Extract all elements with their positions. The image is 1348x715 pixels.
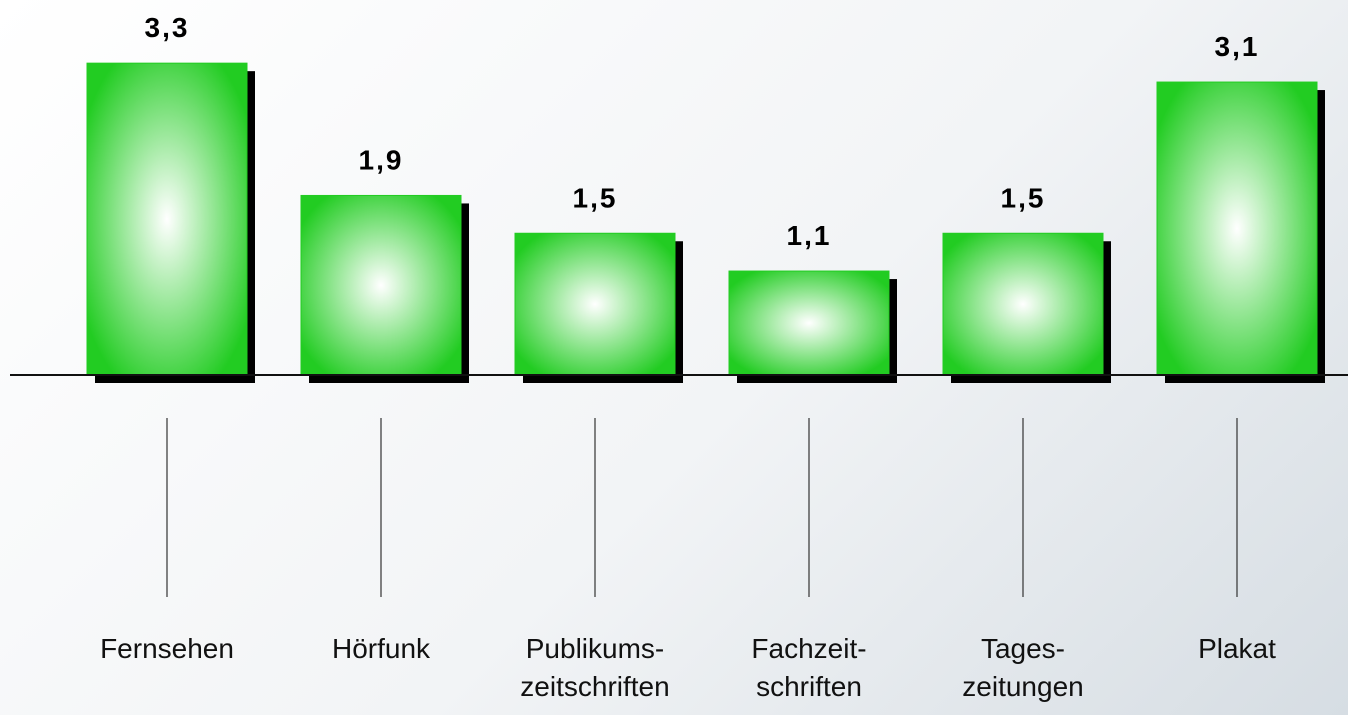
x-tick-label: Fernsehen [100, 633, 234, 664]
x-tick-label: Publikums- zeitschriften [520, 633, 670, 702]
bar [942, 232, 1104, 376]
value-label: 1,5 [573, 182, 618, 213]
bar [514, 232, 676, 376]
x-tick-label: Fachzeit- schriften [751, 633, 867, 702]
value-label: 3,1 [1215, 31, 1260, 62]
x-tick-label: Tages- zeitungen [962, 633, 1084, 702]
x-tick-label: Hörfunk [331, 633, 431, 664]
bar [86, 62, 248, 376]
x-tick-label: Plakat [1198, 633, 1276, 664]
value-label: 3,3 [145, 12, 190, 43]
value-label: 1,1 [787, 220, 832, 251]
bar [300, 194, 462, 376]
bar [728, 270, 890, 376]
value-label: 1,5 [1001, 182, 1046, 213]
value-label: 1,9 [359, 144, 404, 175]
bar [1156, 81, 1318, 376]
